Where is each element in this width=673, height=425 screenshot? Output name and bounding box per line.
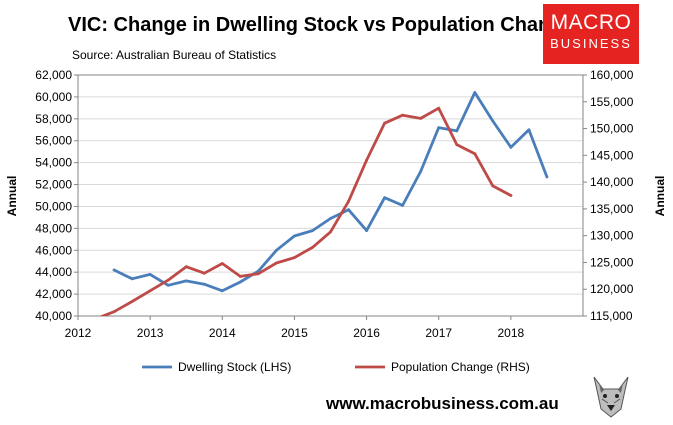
data-point: [419, 170, 423, 173]
series-layer: [95, 91, 549, 320]
data-point: [293, 256, 296, 259]
data-point: [419, 117, 423, 120]
right-tick-label: 115,000: [590, 309, 633, 323]
data-point: [365, 158, 368, 162]
data-point: [95, 317, 98, 320]
legend: Dwelling Stock (LHS) Population Change (R…: [142, 360, 530, 374]
left-tick-label: 56,000: [35, 134, 72, 148]
left-axis-ticks: 40,000 42,000 44,000 46,000 48,000 50,000 52,0…: [35, 68, 78, 323]
wolf-logo-icon: [588, 373, 634, 419]
data-point: [238, 280, 242, 284]
left-axis-label: Annual: [5, 176, 19, 217]
data-point: [275, 261, 278, 265]
data-point: [311, 246, 314, 249]
data-point: [130, 300, 134, 303]
data-point: [184, 265, 188, 269]
right-axis-ticks: 115,000 120,000 125,000 130,000 135,000 140,0…: [583, 68, 634, 323]
x-axis-ticks: 2012 2013 2014 2015 2016 2017 2018: [65, 316, 525, 340]
data-point: [220, 289, 224, 293]
dwelling-stock-line: [112, 91, 549, 293]
data-point: [184, 279, 188, 283]
right-tick-label: 120,000: [590, 282, 634, 296]
data-point: [473, 91, 477, 94]
data-point: [401, 113, 404, 117]
data-point: [491, 184, 495, 188]
data-point: [311, 229, 314, 233]
data-point: [473, 152, 477, 156]
data-point: [455, 143, 459, 147]
plot-area: [77, 74, 584, 317]
data-point: [509, 145, 513, 149]
chart-subtitle: Source: Australian Bureau of Statistics: [72, 48, 277, 62]
data-point: [130, 277, 134, 281]
data-point: [491, 119, 495, 123]
right-tick-label: 145,000: [590, 148, 634, 162]
macrobusiness-logo: MACRO BUSINESS: [543, 4, 639, 64]
right-tick-label: 125,000: [590, 255, 634, 269]
data-point: [202, 282, 206, 286]
logo-text-business: BUSINESS: [550, 36, 632, 51]
x-tick-label: 2018: [498, 326, 525, 340]
left-tick-label: 44,000: [35, 265, 72, 279]
left-tick-label: 60,000: [35, 90, 72, 104]
data-point: [455, 129, 459, 133]
x-tick-label: 2013: [137, 326, 164, 340]
data-point: [437, 106, 441, 110]
left-tick-label: 58,000: [35, 112, 72, 126]
left-tick-label: 48,000: [35, 221, 72, 235]
left-tick-label: 50,000: [35, 199, 72, 213]
left-tick-label: 40,000: [35, 309, 72, 323]
data-point: [347, 200, 350, 203]
data-point: [293, 234, 296, 238]
data-point: [148, 289, 152, 293]
right-tick-label: 140,000: [590, 175, 634, 189]
right-axis-label: Annual: [653, 176, 667, 217]
right-tick-label: 130,000: [590, 229, 634, 243]
x-tick-label: 2014: [209, 326, 236, 340]
data-point: [166, 278, 170, 282]
data-point: [437, 126, 441, 129]
x-tick-label: 2016: [353, 326, 380, 340]
data-point: [257, 272, 260, 276]
data-point: [527, 128, 531, 132]
data-point: [509, 194, 513, 197]
data-point: [401, 204, 404, 207]
data-point: [275, 248, 278, 252]
population-change-line: [99, 106, 513, 316]
left-tick-label: 54,000: [35, 156, 72, 170]
data-point: [148, 273, 152, 276]
left-tick-label: 52,000: [35, 178, 72, 192]
x-tick-label: 2017: [425, 326, 452, 340]
data-point: [347, 208, 350, 212]
data-point: [329, 217, 332, 220]
right-tick-label: 135,000: [590, 202, 634, 216]
data-point: [545, 175, 549, 179]
logo-text-macro: MACRO: [550, 11, 632, 34]
data-point: [112, 310, 116, 314]
x-tick-label: 2015: [281, 326, 308, 340]
chart-title: VIC: Change in Dwelling Stock vs Populat…: [68, 14, 574, 36]
left-tick-label: 62,000: [35, 68, 72, 82]
right-tick-label: 150,000: [590, 122, 634, 136]
data-point: [166, 283, 170, 287]
right-tick-label: 160,000: [590, 68, 634, 82]
website-url: www.macrobusiness.com.au: [326, 394, 559, 413]
gridlines: [78, 74, 583, 295]
legend-label: Population Change (RHS): [391, 360, 530, 374]
data-point: [202, 271, 206, 275]
data-point: [383, 196, 386, 200]
data-point: [112, 268, 116, 272]
left-tick-label: 42,000: [35, 287, 72, 301]
data-point: [365, 229, 368, 233]
right-tick-label: 155,000: [590, 95, 634, 109]
data-point: [329, 230, 332, 234]
data-point: [383, 121, 386, 125]
x-tick-label: 2012: [65, 326, 92, 340]
data-point: [238, 275, 242, 278]
left-tick-label: 46,000: [35, 243, 72, 257]
legend-label: Dwelling Stock (LHS): [178, 360, 291, 374]
data-point: [220, 262, 224, 265]
